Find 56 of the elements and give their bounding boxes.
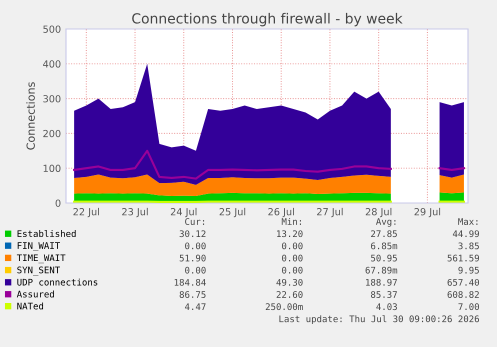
text: 184.84 bbox=[174, 278, 206, 286]
text: 657.40 bbox=[448, 278, 480, 286]
chart-title: Connections through firewall - by week bbox=[132, 12, 403, 26]
text: 6.85m bbox=[371, 242, 398, 250]
text: Min: bbox=[282, 218, 301, 225]
text: 86.75 bbox=[180, 291, 206, 298]
text: Max: bbox=[458, 218, 478, 225]
y-tick-label: 0 bbox=[56, 199, 60, 207]
text: 30.12 bbox=[180, 230, 206, 238]
legend-label: Assured bbox=[16, 290, 54, 298]
text: 22.60 bbox=[276, 291, 303, 298]
y-tick-label: 100 bbox=[44, 164, 60, 172]
text: 67.89m bbox=[366, 266, 398, 274]
legend-label: SYN_SENT bbox=[17, 266, 60, 276]
legend-label: NATed bbox=[17, 302, 44, 310]
text: 7.00 bbox=[458, 303, 480, 310]
x-tick-label: 28 Jul bbox=[366, 208, 392, 218]
x-tick-label: 22 Jul bbox=[73, 208, 99, 218]
y-tick-label: 400 bbox=[43, 60, 60, 68]
text: Last update: Thu Jul 30 09:00:26 2026 bbox=[279, 315, 480, 324]
text: Cur: bbox=[185, 218, 204, 225]
text: 27.85 bbox=[371, 230, 397, 238]
text: 0.00 bbox=[185, 242, 206, 250]
text: 250.00m bbox=[266, 303, 303, 310]
text: 4.47 bbox=[184, 303, 206, 310]
legend-label: Established bbox=[18, 230, 76, 238]
y-tick-label: 200 bbox=[43, 130, 60, 138]
text: 3.85 bbox=[458, 242, 479, 250]
legend-label: UDP connections bbox=[17, 278, 98, 286]
text: 50.95 bbox=[371, 254, 397, 262]
text: 49.30 bbox=[276, 278, 303, 286]
text: 561.59 bbox=[448, 254, 479, 262]
text: 0.00 bbox=[282, 254, 303, 262]
text: 188.97 bbox=[366, 278, 397, 286]
text: 51.90 bbox=[180, 254, 206, 262]
text: 0.00 bbox=[282, 266, 303, 274]
x-tick-label: 25 Jul bbox=[220, 208, 246, 218]
text: 9.95 bbox=[458, 266, 479, 274]
x-tick-label: 26 Jul bbox=[268, 208, 294, 218]
y-tick-label: 500 bbox=[43, 25, 60, 33]
text: Avg: bbox=[376, 218, 396, 227]
text: 44.99 bbox=[452, 230, 479, 238]
text: 4.03 bbox=[376, 303, 397, 310]
text: 608.82 bbox=[448, 291, 479, 298]
x-tick-label: 29 Jul bbox=[414, 208, 440, 218]
x-tick-label: 24 Jul bbox=[170, 208, 196, 218]
x-tick-label: 23 Jul bbox=[122, 208, 148, 218]
text: 13.20 bbox=[277, 230, 303, 238]
legend-label: TIME_WAIT bbox=[16, 254, 66, 264]
y-tick-label: 300 bbox=[43, 95, 60, 102]
text: 0.00 bbox=[282, 242, 303, 250]
legend-label: FIN_WAIT bbox=[18, 242, 60, 251]
text: 85.37 bbox=[371, 291, 397, 298]
y-axis-title: Connections bbox=[26, 82, 35, 150]
text: 0.00 bbox=[185, 266, 206, 274]
x-tick-label: 27 Jul bbox=[317, 208, 343, 218]
